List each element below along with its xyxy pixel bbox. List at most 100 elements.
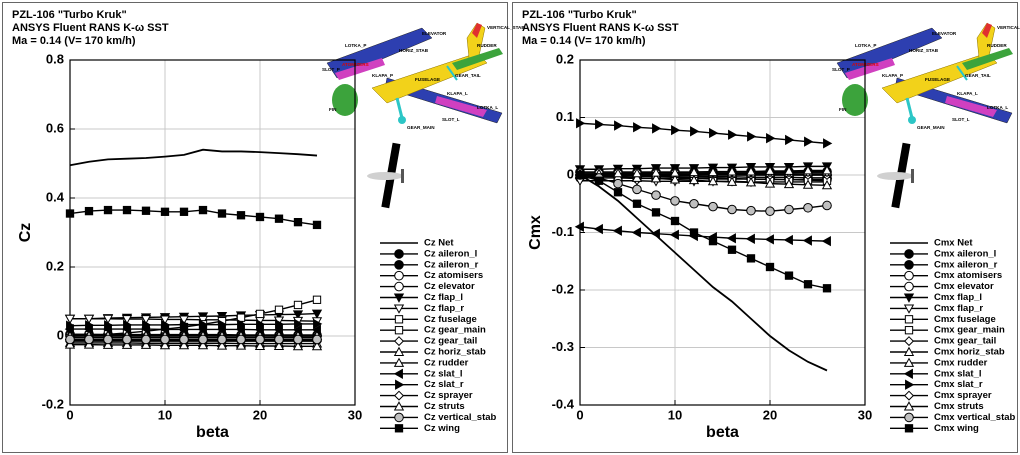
data-point xyxy=(255,309,265,319)
x-tick-label: 10 xyxy=(158,407,172,422)
legend-label: Cz aileron_l xyxy=(424,248,477,259)
data-point xyxy=(217,209,227,218)
data-point xyxy=(803,202,813,213)
plane-label: LOTKA_P xyxy=(345,43,366,48)
legend-label: Cmx struts xyxy=(934,401,984,412)
data-point xyxy=(804,136,814,147)
y-tick-label: 0.6 xyxy=(46,120,64,135)
legend-marker xyxy=(903,336,915,347)
data-point xyxy=(575,170,585,180)
data-point xyxy=(122,205,132,215)
data-point xyxy=(141,334,151,345)
data-point xyxy=(159,315,171,325)
plane-label: FIN xyxy=(839,107,847,112)
data-point xyxy=(217,334,227,345)
legend-label: Cz flap_r xyxy=(424,303,464,314)
series-line xyxy=(70,343,317,348)
data-point xyxy=(236,211,246,220)
legend-marker xyxy=(395,379,405,390)
legend-marker xyxy=(904,249,914,259)
data-point xyxy=(765,206,775,217)
plane-label: RUDDER xyxy=(987,43,1007,48)
data-point xyxy=(651,208,661,217)
legend-marker xyxy=(393,346,405,356)
data-point xyxy=(292,310,304,320)
legend-marker xyxy=(904,260,914,270)
data-point xyxy=(670,196,680,206)
data-point xyxy=(254,324,264,335)
legend-label: Cz slat_r xyxy=(424,379,464,390)
chart-subtitle: ANSYS Fluent RANS K-ω SST xyxy=(522,22,679,34)
data-point xyxy=(198,334,208,345)
x-tick-label: 10 xyxy=(668,407,682,422)
plane-label: KLAPA_P xyxy=(882,73,903,78)
data-point xyxy=(745,177,757,187)
legend-label: Cmx slat_l xyxy=(934,368,982,379)
legend-label: Cmx wing xyxy=(934,423,979,434)
y-tick-label: -0.2 xyxy=(42,396,64,411)
data-point xyxy=(236,334,246,345)
data-point xyxy=(614,120,624,131)
data-point xyxy=(103,334,113,345)
legend-marker xyxy=(394,249,404,259)
legend-marker xyxy=(393,368,403,379)
plane-label: LOTKA_P xyxy=(855,43,876,48)
data-point xyxy=(726,233,736,244)
data-point xyxy=(650,228,660,239)
data-point xyxy=(141,206,151,215)
data-point xyxy=(197,339,209,350)
series-line xyxy=(69,148,318,167)
data-point xyxy=(65,209,75,218)
data-point xyxy=(821,165,833,175)
data-point xyxy=(709,127,719,139)
data-point xyxy=(613,188,623,197)
legend-label: Cmx Net xyxy=(934,238,973,249)
legend-label: Cmx vertical_stab xyxy=(934,412,1016,423)
legend-label: Cz atomisers xyxy=(424,270,483,281)
data-point xyxy=(746,205,756,216)
legend-marker xyxy=(903,304,915,314)
data-point xyxy=(632,184,642,195)
plane-label: FIN xyxy=(329,107,337,112)
data-point xyxy=(612,225,622,236)
plane-label: HORIZ_STAB xyxy=(909,48,939,53)
legend-marker xyxy=(394,412,404,423)
legend-label: Cmx elevator xyxy=(934,281,994,292)
data-point xyxy=(574,221,584,232)
panel-border xyxy=(2,2,508,453)
legend-marker xyxy=(393,304,405,314)
data-point xyxy=(783,165,795,175)
data-point xyxy=(594,176,604,185)
data-point xyxy=(311,341,323,351)
data-point xyxy=(669,167,681,177)
data-point xyxy=(293,334,303,345)
x-tick-label: 20 xyxy=(763,407,777,422)
legend-label: Cz gear_tail xyxy=(424,336,477,347)
data-point xyxy=(765,262,775,272)
data-point xyxy=(688,166,700,177)
data-point xyxy=(292,341,304,351)
legend-label: Cmx aileron_r xyxy=(934,259,998,270)
legend-marker xyxy=(394,326,404,335)
plane-label: GEAR_TAIL xyxy=(965,73,991,78)
data-point xyxy=(576,118,586,129)
data-point xyxy=(652,123,662,134)
legend-label: Cz elevator xyxy=(424,281,475,292)
data-point xyxy=(84,206,94,216)
legend-label: Cz aileron_r xyxy=(424,259,479,270)
data-point xyxy=(84,334,94,345)
data-point xyxy=(65,334,75,345)
data-point xyxy=(103,205,113,215)
legend-marker xyxy=(903,357,915,367)
data-point xyxy=(766,133,776,144)
data-point xyxy=(293,300,303,310)
data-point xyxy=(802,165,814,175)
plane-label: ELEVATOR xyxy=(422,31,447,36)
legend-label: Cz gear_main xyxy=(424,325,486,336)
plane-side-view xyxy=(877,142,914,209)
plane-label: KLAPA_L xyxy=(447,91,468,96)
legend-label: Cz vertical_stab xyxy=(424,412,497,423)
data-point xyxy=(745,166,757,176)
data-point xyxy=(822,284,832,293)
